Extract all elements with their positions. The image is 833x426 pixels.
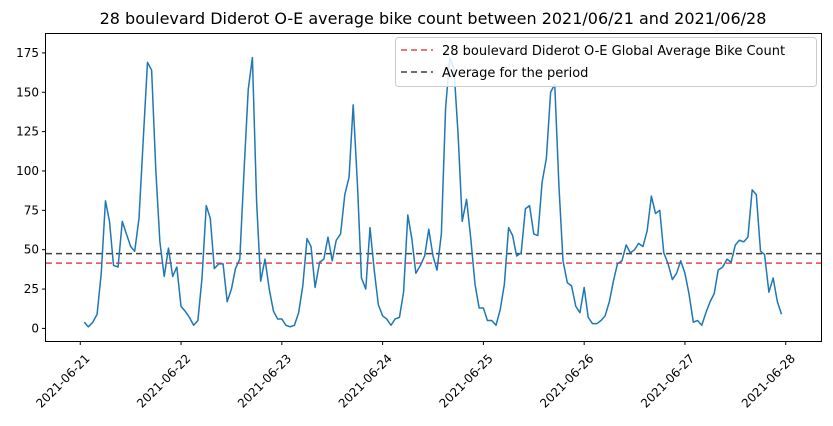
series-line-0 [83, 56, 783, 328]
x-tick-label: 2021-06-26 [537, 351, 596, 410]
y-tick-label: 50 [24, 243, 39, 257]
y-tick-label: 175 [16, 46, 39, 60]
x-tick-label: 2021-06-23 [235, 351, 294, 410]
x-axis: 2021-06-21 2021-06-22 2021-06-23 2021-06-24… [33, 341, 798, 411]
y-tick-label: 0 [31, 321, 39, 335]
y-tick-label: 100 [16, 164, 39, 178]
x-tick-label: 2021-06-28 [739, 351, 798, 410]
y-axis: 0 25 50 75 100 125 150 175 [16, 46, 46, 335]
x-tick-label: 2021-06-24 [336, 351, 395, 410]
x-tick-label: 2021-06-27 [638, 351, 697, 410]
x-tick-label: 2021-06-22 [134, 351, 193, 410]
y-tick-label: 150 [16, 85, 39, 99]
legend-box [395, 37, 817, 87]
y-tick-label: 75 [24, 203, 39, 217]
x-tick-label: 2021-06-25 [437, 351, 496, 410]
legend-label-global-average: 28 boulevard Diderot O-E Global Average … [442, 44, 785, 59]
legend: 28 boulevard Diderot O-E Global Average … [395, 37, 817, 87]
y-tick-label: 125 [16, 125, 39, 139]
axes-frame [45, 33, 822, 342]
y-tick-label: 25 [24, 282, 39, 296]
legend-label-period-average: Average for the period [442, 66, 588, 81]
x-tick-label: 2021-06-21 [33, 351, 92, 410]
chart-title: 28 boulevard Diderot O-E average bike co… [100, 9, 767, 28]
series-layer [83, 56, 783, 328]
reference-lines [46, 252, 821, 264]
